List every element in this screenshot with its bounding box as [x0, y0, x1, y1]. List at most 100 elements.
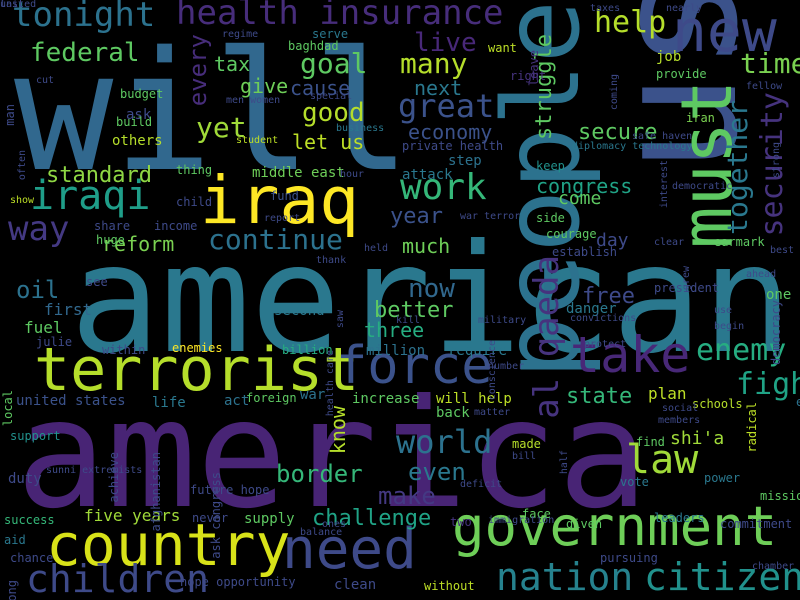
- cloud-word-much: much: [402, 234, 451, 258]
- cloud-word-law: law: [626, 437, 699, 483]
- cloud-word-chance: chance: [10, 551, 54, 565]
- cloud-word-continue: continue: [208, 223, 343, 256]
- cloud-word-force: force: [336, 336, 493, 396]
- cloud-word-great: great: [398, 87, 495, 125]
- cloud-word-convictions: convictions: [570, 313, 637, 324]
- cloud-word-face: face: [522, 507, 551, 521]
- cloud-word-see: see: [86, 275, 108, 289]
- cloud-word-attack: attack: [402, 167, 453, 183]
- cloud-word-hope-opportunity: hope opportunity: [180, 575, 296, 589]
- cloud-word-iraqi: iraqi: [30, 173, 151, 219]
- cloud-word-within: within: [102, 343, 146, 357]
- cloud-word-man: man: [3, 104, 17, 126]
- cloud-word-build: build: [116, 115, 153, 129]
- cloud-word-members: members: [658, 415, 701, 426]
- cloud-word-leave: leave: [527, 50, 541, 87]
- cloud-word-economy: economy: [408, 120, 493, 144]
- cloud-word-billion: billion: [282, 343, 333, 357]
- cloud-word-first: first: [44, 300, 93, 319]
- cloud-word-way: way: [8, 209, 70, 249]
- cloud-word-saw: saw: [335, 310, 346, 329]
- cloud-word-others: others: [112, 133, 163, 149]
- cloud-word-oil: oil: [16, 276, 60, 304]
- cloud-word-long: long: [5, 580, 19, 600]
- cloud-word-together: together: [721, 100, 754, 235]
- cloud-word-need: need: [282, 517, 417, 582]
- cloud-word-foreign: foreign: [246, 391, 297, 405]
- cloud-word-plan: plan: [648, 384, 687, 403]
- cloud-word-number: number: [488, 361, 525, 372]
- cloud-word-often: often: [17, 150, 28, 181]
- cloud-word-reform: reform: [102, 232, 175, 256]
- cloud-word-five-years: five years: [84, 506, 181, 525]
- cloud-word-deficit: deficit: [460, 479, 503, 490]
- cloud-word-iran: iran: [686, 111, 715, 125]
- cloud-word-require: require: [448, 343, 508, 359]
- cloud-word-share: share: [94, 219, 131, 233]
- cloud-word-many: many: [400, 47, 468, 80]
- cloud-word-give: give: [240, 74, 289, 98]
- cloud-word-courage: courage: [546, 227, 597, 241]
- cloud-word-provide: provide: [656, 67, 707, 81]
- cloud-word-free: free: [582, 284, 635, 309]
- cloud-word-hour: hour: [340, 169, 365, 180]
- cloud-word-last: last: [0, 0, 25, 10]
- cloud-word-safe-haven: safe haven: [632, 131, 693, 142]
- cloud-word-good: good: [302, 98, 365, 128]
- cloud-word-aid: aid: [4, 533, 26, 547]
- cloud-word-job: job: [656, 49, 682, 65]
- cloud-word-increase: increase: [352, 391, 420, 407]
- cloud-word-health-care: health care: [325, 350, 336, 417]
- cloud-word-live: live: [414, 28, 477, 58]
- cloud-word-julie: julie: [36, 335, 73, 349]
- cloud-word-nation: nation: [496, 555, 634, 599]
- cloud-word-best: best: [770, 245, 795, 256]
- cloud-word-now: now: [408, 274, 455, 304]
- cloud-word-enemies: enemies: [172, 341, 223, 355]
- cloud-word-report: report: [264, 213, 301, 224]
- cloud-word-mission: mission: [760, 489, 800, 503]
- cloud-word-chamber: chamber: [752, 561, 795, 572]
- cloud-word-clean: clean: [334, 577, 377, 593]
- cloud-word-take: take: [570, 326, 691, 384]
- cloud-word-president: president: [654, 281, 720, 295]
- cloud-word-war-terror: war terror: [460, 211, 521, 222]
- cloud-word-show: show: [10, 195, 35, 206]
- cloud-word-student: student: [236, 135, 279, 146]
- cloud-word-begin: begin: [714, 321, 745, 332]
- cloud-word-democracy: democracy: [769, 300, 783, 366]
- cloud-word-border: border: [276, 460, 363, 488]
- cloud-word-next: next: [414, 76, 463, 100]
- cloud-word-tax: tax: [214, 52, 251, 76]
- cloud-word-business: business: [336, 123, 385, 134]
- cloud-word-huge: huge: [96, 233, 125, 247]
- cloud-word-war: war: [300, 387, 326, 403]
- cloud-word-make: make: [378, 482, 436, 510]
- cloud-word-immigration: immigration: [488, 515, 555, 526]
- cloud-word-challenge: challenge: [312, 506, 432, 531]
- cloud-word-federal: federal: [30, 38, 140, 68]
- cloud-word-interest: interest: [659, 160, 670, 209]
- cloud-word-never: never: [192, 511, 229, 525]
- cloud-word-protect: protect: [584, 339, 627, 350]
- cloud-word-local: local: [1, 390, 15, 427]
- cloud-word-made: made: [512, 437, 541, 451]
- cloud-word-thing: thing: [176, 163, 213, 177]
- cloud-word-right: right: [510, 69, 547, 83]
- cloud-word-step: step: [448, 153, 482, 169]
- cloud-word-three: three: [364, 318, 425, 342]
- cloud-word-better: better: [374, 298, 454, 323]
- cloud-word-country: country: [46, 511, 291, 579]
- cloud-word-day: day: [596, 230, 629, 251]
- cloud-word-come: come: [558, 188, 602, 209]
- cloud-word-men-women: men women: [226, 95, 281, 106]
- cloud-word-million: million: [366, 343, 426, 359]
- cloud-word-want: want: [488, 41, 517, 55]
- cloud-word-social: social: [662, 403, 699, 414]
- cloud-word-children: children: [26, 557, 210, 600]
- cloud-word-yet: yet: [196, 111, 247, 144]
- cloud-word-nearly: nearly: [666, 3, 703, 14]
- cloud-word-cause: cause: [290, 76, 351, 100]
- cloud-word-half: half: [559, 450, 570, 475]
